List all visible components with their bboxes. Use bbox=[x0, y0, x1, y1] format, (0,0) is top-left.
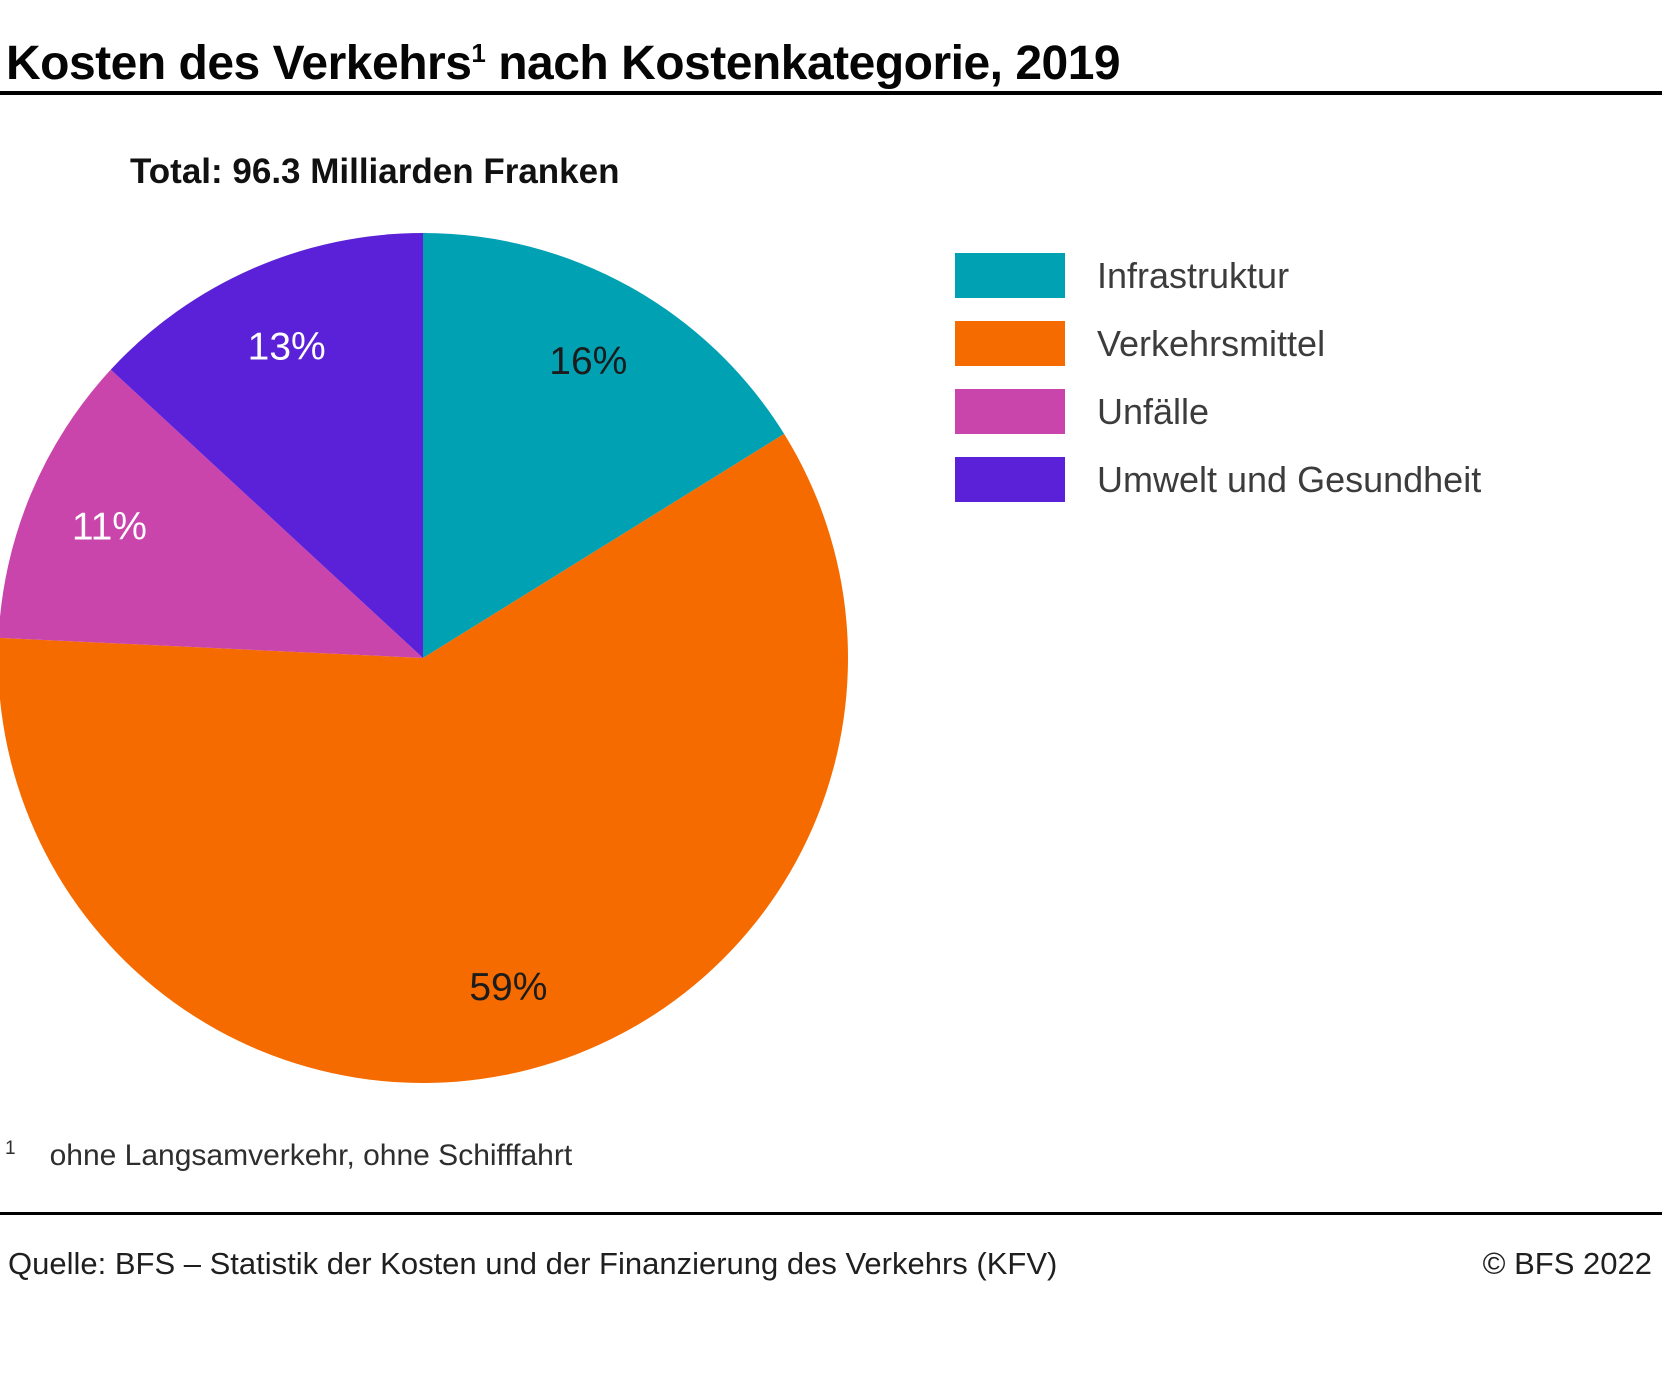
footnote: 1 ohne Langsamverkehr, ohne Schifffahrt bbox=[5, 1138, 572, 1173]
title-divider bbox=[0, 91, 1662, 95]
pie-slice-label-1: 59% bbox=[469, 966, 547, 1009]
legend-label-verkehrsmittel: Verkehrsmittel bbox=[1097, 322, 1326, 364]
page-title-main: Kosten des Verkehrs bbox=[6, 37, 472, 91]
page-title-rest: nach Kostenkategorie, 2019 bbox=[485, 37, 1121, 91]
legend-swatch-unfaelle bbox=[955, 389, 1065, 434]
pie-slice-2 bbox=[0, 369, 423, 658]
pie-slice-label-2: 11% bbox=[72, 506, 147, 549]
chart-total-label: Total: 96.3 Milliarden Franken bbox=[130, 152, 620, 191]
legend-item-infrastruktur: Infrastruktur bbox=[955, 253, 1481, 298]
pie-slice-label-3: 13% bbox=[248, 326, 326, 369]
legend-swatch-verkehrsmittel bbox=[955, 321, 1065, 366]
legend-swatch-infrastruktur bbox=[955, 253, 1065, 298]
pie-slice-0 bbox=[423, 233, 785, 658]
legend-label-infrastruktur: Infrastruktur bbox=[1097, 254, 1290, 296]
legend-label-umwelt-und-gesundheit: Umwelt und Gesundheit bbox=[1097, 458, 1482, 500]
legend-item-umwelt-und-gesundheit: Umwelt und Gesundheit bbox=[955, 457, 1481, 502]
footer-source: Quelle: BFS – Statistik der Kosten und d… bbox=[8, 1246, 1058, 1281]
legend-item-verkehrsmittel: Verkehrsmittel bbox=[955, 321, 1481, 366]
footer-copyright: © BFS 2022 bbox=[1482, 1246, 1652, 1281]
pie-chart-container: 16% 59% 11% 13% bbox=[0, 228, 853, 1088]
footer-divider bbox=[0, 1212, 1662, 1215]
pie-slice-3 bbox=[110, 233, 423, 658]
pie-slice-label-0: 16% bbox=[549, 340, 627, 383]
pie-chart: 16% 59% 11% 13% bbox=[0, 233, 848, 1083]
page-title: Kosten des Verkehrs1 nach Kostenkategori… bbox=[6, 36, 1656, 91]
footnote-marker: 1 bbox=[5, 1138, 16, 1159]
pie-slice-1 bbox=[0, 433, 848, 1083]
legend-label-unfaelle: Unfälle bbox=[1097, 390, 1210, 432]
page-title-footnote-marker: 1 bbox=[471, 38, 486, 69]
legend-swatch-umwelt-und-gesundheit bbox=[955, 457, 1065, 502]
legend-item-unfaelle: Unfälle bbox=[955, 389, 1481, 434]
footer: Quelle: BFS – Statistik der Kosten und d… bbox=[8, 1246, 1652, 1282]
legend: Infrastruktur Verkehrsmittel Unfälle Umw… bbox=[955, 253, 1481, 525]
footnote-text: ohne Langsamverkehr, ohne Schifffahrt bbox=[49, 1139, 573, 1172]
